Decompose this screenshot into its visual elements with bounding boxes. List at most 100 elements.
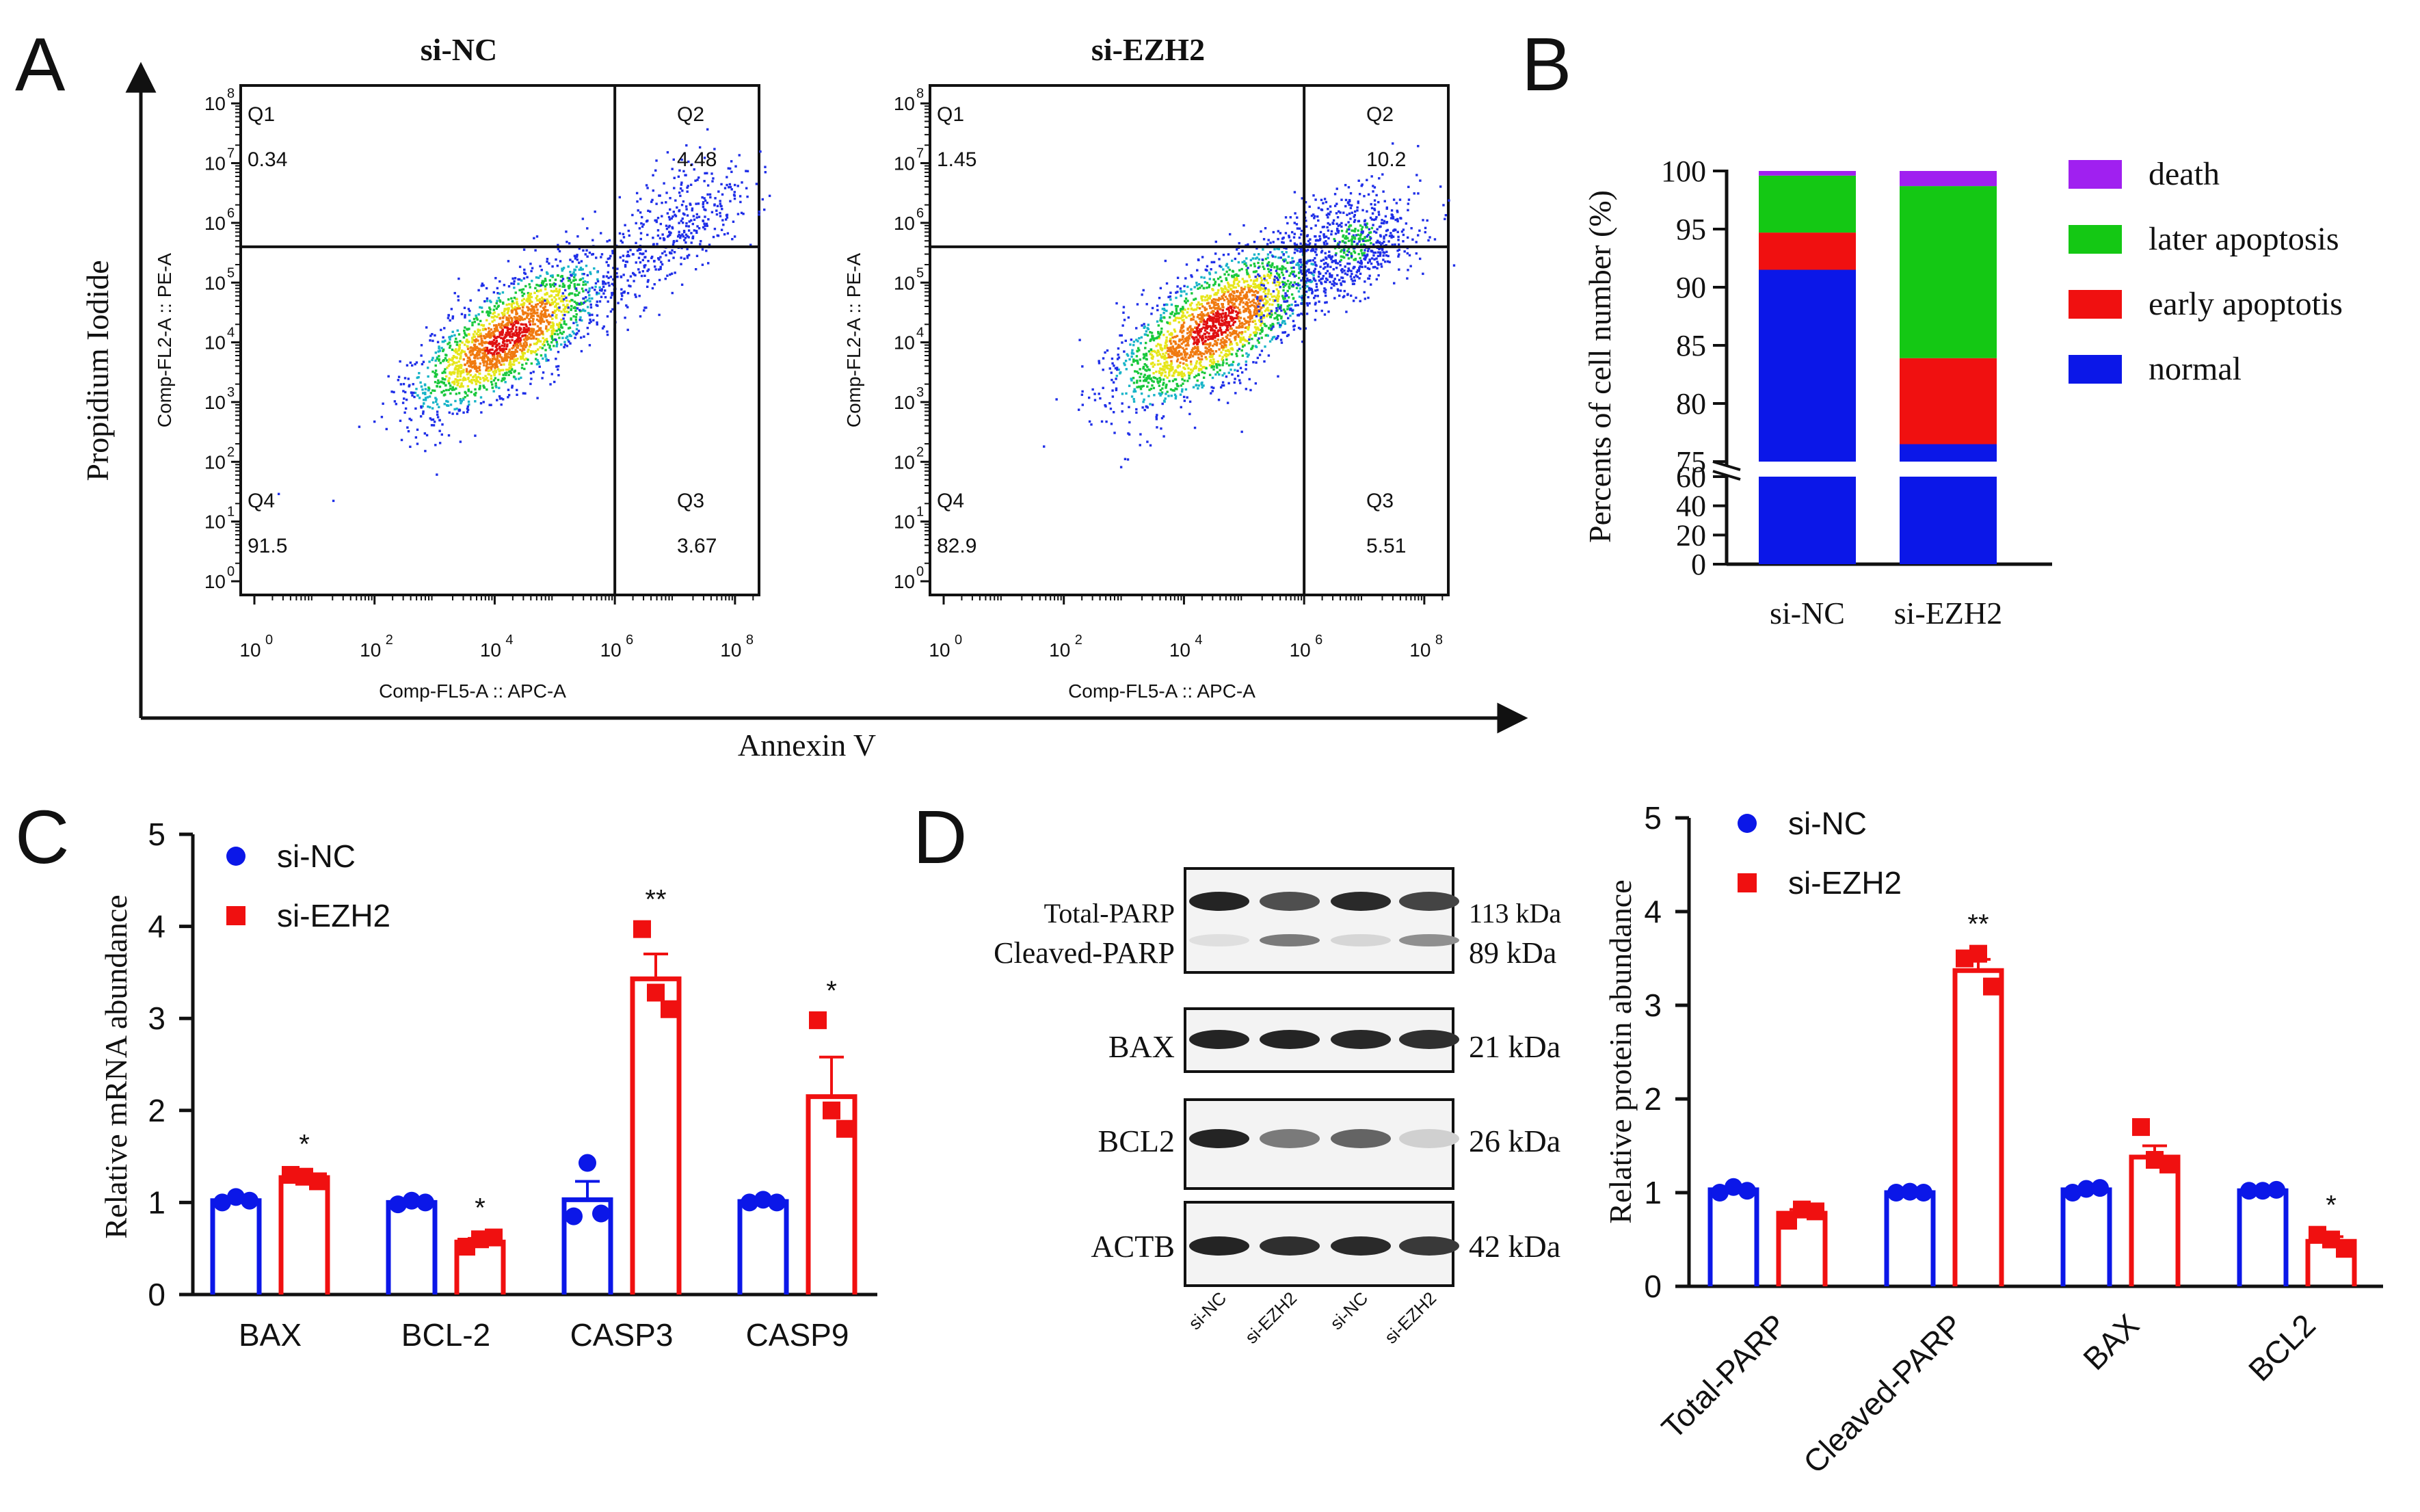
- flow-event-dot: [582, 249, 585, 252]
- flow-event-dot: [491, 348, 494, 351]
- flow-event-dot: [1180, 326, 1183, 330]
- flow-xlabel: Comp-FL5-A :: APC-A: [379, 680, 566, 702]
- flow-event-dot: [1279, 232, 1282, 235]
- flow-event-dot: [1123, 350, 1126, 353]
- flow-event-dot: [1307, 239, 1310, 243]
- flow-event-dot: [516, 357, 519, 360]
- flow-event-dot: [550, 289, 553, 293]
- flow-event-dot: [453, 371, 456, 374]
- flow-event-dot: [561, 267, 563, 270]
- flow-event-dot: [704, 215, 706, 218]
- flow-event-dot: [1232, 297, 1234, 300]
- flow-event-dot: [1240, 267, 1243, 271]
- flow-event-dot: [585, 289, 587, 291]
- flow-event-dot: [466, 356, 470, 359]
- flow-event-dot: [1277, 295, 1281, 298]
- flow-event-dot: [660, 261, 663, 263]
- flow-event-dot: [1372, 266, 1375, 269]
- flow-event-dot: [1173, 319, 1175, 322]
- flow-event-dot: [1143, 408, 1146, 412]
- flow-event-dot: [469, 373, 472, 377]
- flow-event-dot: [408, 417, 411, 421]
- flow-event-dot: [513, 296, 516, 300]
- flow-event-dot: [617, 302, 620, 304]
- flow-event-dot: [1182, 351, 1186, 354]
- flow-event-dot: [1115, 367, 1119, 369]
- flow-event-dot: [527, 327, 530, 330]
- flow-event-dot: [540, 301, 543, 304]
- flow-event-dot: [1245, 309, 1248, 313]
- flow-event-dot: [1247, 354, 1250, 356]
- flow-event-dot: [470, 379, 473, 382]
- flow-event-dot: [505, 345, 509, 348]
- flow-event-dot: [475, 332, 478, 335]
- flow-event-dot: [1210, 358, 1212, 362]
- flow-event-dot: [562, 304, 565, 306]
- flow-event-dot: [460, 367, 463, 369]
- flow-event-dot: [471, 349, 474, 353]
- flow-event-dot: [482, 384, 485, 387]
- flow-event-dot: [588, 321, 591, 325]
- flow-event-dot: [1175, 309, 1178, 313]
- flow-event-dot: [1249, 320, 1251, 323]
- flow-event-dot: [1148, 374, 1151, 377]
- flow-event-dot: [583, 302, 585, 304]
- flow-event-dot: [622, 254, 625, 257]
- flow-event-dot: [1219, 386, 1223, 389]
- flow-event-dot: [477, 335, 480, 338]
- flow-event-dot: [482, 341, 485, 344]
- flow-event-dot: [1168, 333, 1171, 336]
- flow-event-dot: [482, 401, 485, 403]
- flow-event-dot: [582, 280, 585, 284]
- flow-event-dot: [1217, 299, 1220, 302]
- flow-event-dot: [691, 209, 693, 212]
- flow-event-dot: [549, 326, 553, 329]
- flow-event-dot: [440, 380, 442, 383]
- flow-event-dot: [1205, 358, 1208, 360]
- flow-event-dot: [1168, 371, 1171, 374]
- flow-event-dot: [1275, 298, 1278, 302]
- flow-event-dot: [1297, 326, 1301, 330]
- flow-event-dot: [513, 316, 516, 319]
- flow-event-dot: [717, 190, 720, 193]
- flow-event-dot: [1100, 420, 1104, 423]
- flow-event-dot: [529, 313, 533, 315]
- flow-event-dot: [1225, 349, 1227, 352]
- flow-event-dot: [1175, 354, 1178, 357]
- flow-event-dot: [551, 317, 554, 320]
- flow-event-dot: [1197, 384, 1200, 387]
- flow-event-dot: [1171, 310, 1174, 314]
- flow-event-dot: [1281, 331, 1284, 334]
- flow-event-dot: [505, 353, 507, 356]
- flow-event-dot: [702, 205, 705, 209]
- flow-event-dot: [1288, 285, 1290, 289]
- flow-event-dot: [1284, 310, 1286, 313]
- flow-event-dot: [505, 334, 508, 337]
- flow-event-dot: [548, 295, 551, 298]
- flow-event-dot: [516, 307, 519, 310]
- flow-event-dot: [698, 146, 702, 149]
- flow-event-dot: [644, 250, 648, 252]
- flow-event-dot: [1233, 302, 1236, 305]
- flow-event-dot: [733, 197, 736, 200]
- flow-event-dot: [1180, 372, 1183, 375]
- flow-event-dot: [1289, 216, 1292, 219]
- flow-event-dot: [504, 381, 507, 384]
- flow-event-dot: [444, 393, 447, 396]
- flow-event-dot: [1359, 224, 1362, 227]
- flow-event-dot: [479, 377, 481, 380]
- flow-event-dot: [1273, 300, 1275, 302]
- flow-event-dot: [494, 364, 497, 367]
- flow-event-dot: [1171, 350, 1174, 354]
- flow-event-dot: [530, 309, 533, 313]
- flow-event-dot: [1186, 285, 1189, 289]
- flow-event-dot: [538, 328, 541, 332]
- flow-event-dot: [454, 367, 457, 369]
- flow-event-dot: [513, 280, 516, 282]
- flow-event-dot: [1335, 266, 1338, 269]
- flow-event-dot: [1190, 274, 1193, 277]
- flow-event-dot: [580, 260, 583, 263]
- flow-event-dot: [440, 347, 443, 349]
- flow-event-dot: [1165, 352, 1168, 354]
- flow-event-dot: [1234, 392, 1237, 395]
